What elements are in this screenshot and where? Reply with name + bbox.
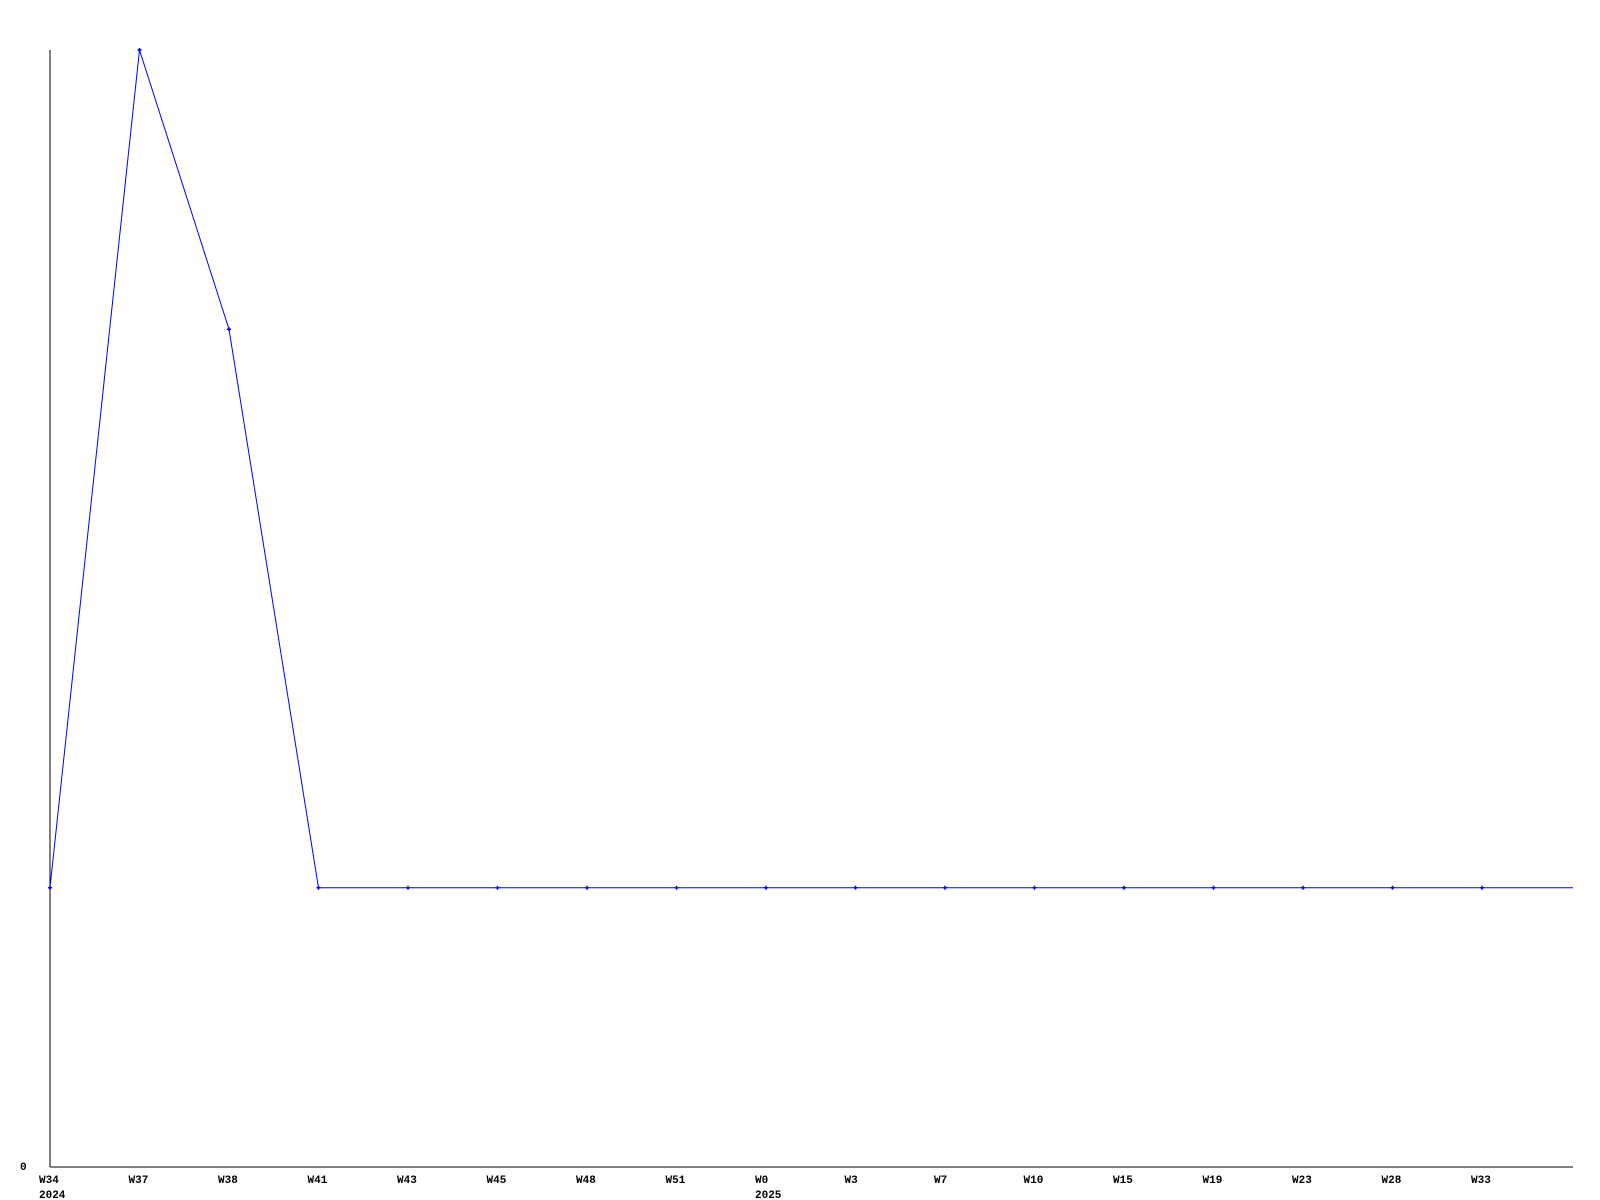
x-tick-label: W23 — [1292, 1175, 1312, 1187]
data-point — [495, 885, 500, 890]
data-point — [48, 885, 52, 890]
x-tick-label: W19 — [1203, 1175, 1223, 1187]
x-tick-label: W15 — [1113, 1175, 1133, 1187]
series-line — [49, 49, 1573, 889]
x-tick-label: W43 — [397, 1175, 417, 1187]
data-point — [674, 885, 679, 890]
x-tick-label: W3 — [845, 1175, 859, 1187]
data-point — [406, 885, 410, 890]
x-tick-label: W28 — [1382, 1175, 1402, 1187]
data-point — [227, 327, 231, 332]
x-tick-label: W0 — [755, 1175, 768, 1187]
data-point — [585, 885, 589, 890]
year-label: 2025 — [755, 1190, 782, 1200]
data-point — [1032, 885, 1037, 890]
x-tick-label: W7 — [934, 1175, 947, 1187]
x-tick-label: W45 — [487, 1175, 507, 1187]
y-tick-label: 0 — [20, 1162, 27, 1174]
x-tick-label: W41 — [308, 1175, 328, 1187]
data-point — [316, 885, 321, 890]
year-label: 2024 — [39, 1190, 66, 1200]
data-point — [853, 885, 858, 890]
data-point — [1390, 885, 1395, 890]
data-point — [1301, 885, 1305, 890]
x-tick-label: W10 — [1024, 1175, 1044, 1187]
x-tick-label: W34 — [39, 1175, 59, 1187]
x-tick-label: W37 — [129, 1175, 149, 1187]
data-point — [137, 48, 142, 52]
data-point — [943, 885, 947, 890]
data-point — [1480, 885, 1484, 890]
data-point — [1122, 885, 1126, 890]
x-tick-label: W38 — [218, 1175, 238, 1187]
x-tick-label: W33 — [1471, 1175, 1491, 1187]
data-point — [764, 885, 768, 890]
data-point — [1211, 885, 1216, 890]
x-tick-label: W48 — [576, 1175, 596, 1187]
x-tick-label: W51 — [666, 1175, 686, 1187]
